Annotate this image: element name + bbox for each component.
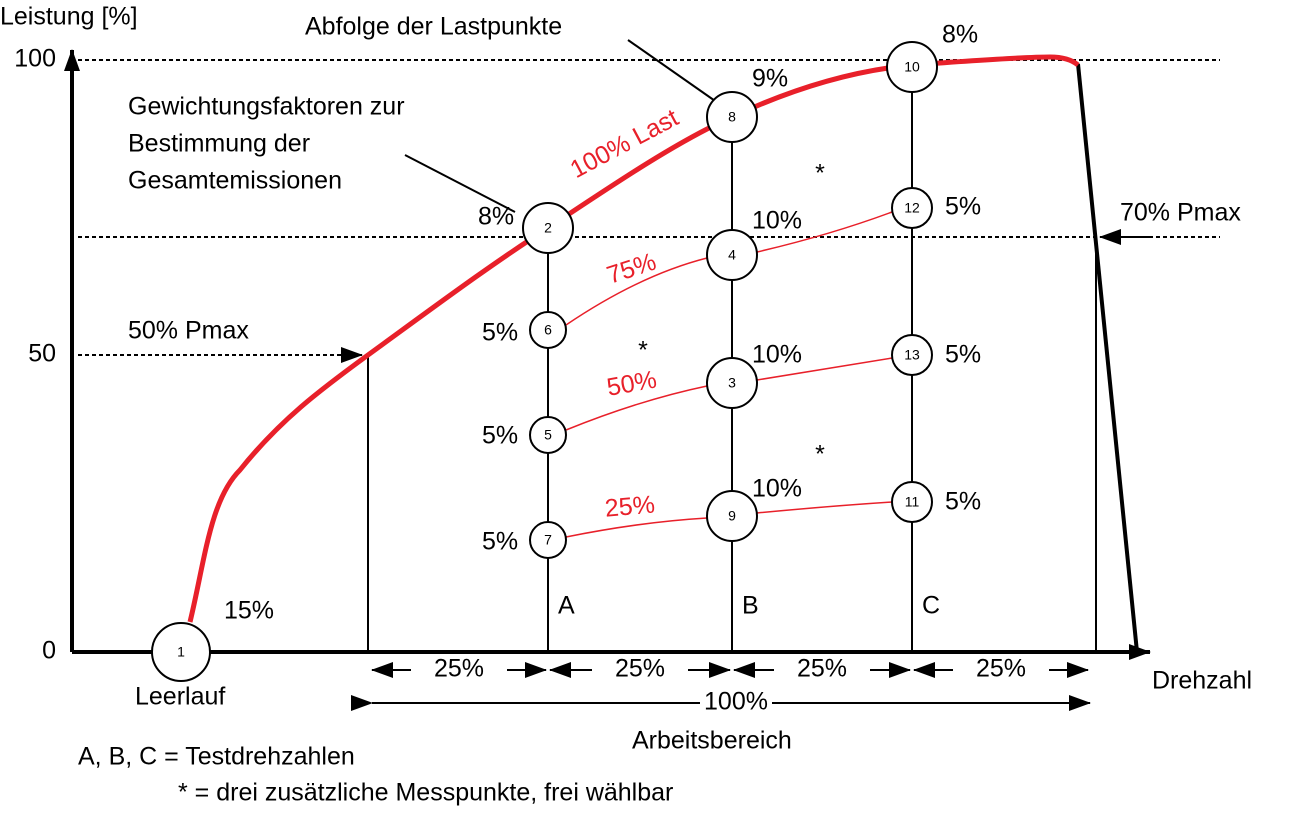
load-point — [706, 229, 758, 281]
load-point — [886, 41, 938, 93]
annotation: 70% Pmax — [1120, 199, 1241, 227]
y-tick: 100 — [14, 45, 56, 73]
weight-label: 5% — [945, 193, 981, 221]
weight-label: 8% — [942, 21, 978, 49]
load-curve — [756, 501, 893, 514]
weight-label: 10% — [752, 207, 802, 235]
leader-line — [404, 154, 516, 213]
star: * — [638, 337, 648, 365]
load-label: 50% — [605, 365, 659, 401]
load-point-label: 8 — [728, 109, 736, 125]
annotation: Leerlauf — [135, 683, 225, 711]
star: * — [815, 160, 825, 188]
load-point-label: 3 — [728, 375, 736, 391]
star: * — [815, 441, 825, 469]
load-point-label: 4 — [728, 247, 736, 263]
annotation: Gesamtemissionen — [128, 167, 342, 195]
weight-label: 5% — [482, 422, 518, 450]
speed-label: A — [558, 592, 575, 620]
load-curve — [756, 211, 893, 253]
load-curve — [565, 517, 708, 538]
weight-label: 10% — [752, 341, 802, 369]
load-label: 100% Last — [566, 104, 684, 184]
range-label: 25% — [797, 655, 847, 683]
load-point — [891, 481, 933, 523]
y-axis-label: Leistung [%] — [0, 3, 138, 31]
weight-label: 9% — [752, 65, 788, 93]
weight-label: 5% — [945, 341, 981, 369]
leader-line — [627, 39, 719, 104]
load-curve — [756, 357, 893, 381]
weight-label: 15% — [224, 597, 274, 625]
speed-label: C — [922, 592, 940, 620]
range-name: Arbeitsbereich — [632, 727, 792, 755]
load-curve — [565, 385, 708, 431]
load-point — [151, 622, 211, 682]
range-label: 25% — [976, 655, 1026, 683]
load-point-label: 9 — [728, 508, 736, 524]
annotation: Bestimmung der — [128, 130, 310, 158]
load-label: 75% — [603, 248, 659, 290]
weight-label: 5% — [482, 319, 518, 347]
full-load-curve — [187, 54, 1080, 623]
load-label: 25% — [604, 490, 656, 522]
annotation: Gewichtungsfaktoren zur — [128, 93, 405, 121]
annotation: 50% Pmax — [128, 317, 249, 345]
y-tick: 0 — [42, 637, 56, 665]
load-point — [522, 202, 574, 254]
load-point-label: 2 — [544, 220, 552, 236]
legend: * = drei zusätzliche Messpunkte, frei wä… — [178, 779, 673, 807]
annotation: Abfolge der Lastpunkte — [305, 13, 562, 41]
load-point-label: 13 — [904, 347, 920, 363]
load-point — [706, 490, 758, 542]
load-point-label: 10 — [904, 59, 920, 75]
load-point — [706, 357, 758, 409]
range-total: 100% — [704, 688, 768, 716]
load-point-label: 11 — [905, 494, 920, 510]
load-point — [529, 521, 567, 559]
load-point-label: 7 — [544, 532, 552, 548]
load-point — [529, 416, 567, 454]
legend: A, B, C = Testdrehzahlen — [78, 743, 355, 771]
weight-label: 5% — [482, 528, 518, 556]
range-label: 25% — [434, 655, 484, 683]
load-point-label: 6 — [544, 322, 552, 338]
speed-label: B — [742, 592, 759, 620]
y-tick: 50 — [28, 340, 56, 368]
load-point-label: 12 — [904, 200, 920, 216]
load-point — [706, 91, 758, 143]
x-axis-label: Drehzahl — [1152, 667, 1252, 695]
range-label: 25% — [615, 655, 665, 683]
weight-label: 5% — [945, 488, 981, 516]
load-curve — [565, 257, 708, 326]
load-point — [891, 334, 933, 376]
governor-line — [1076, 63, 1139, 653]
weight-label: 8% — [478, 203, 514, 231]
load-point — [891, 187, 933, 229]
load-point-label: 1 — [177, 644, 185, 660]
weight-label: 10% — [752, 475, 802, 503]
load-point — [529, 311, 567, 349]
label-bg — [700, 690, 772, 716]
load-point-label: 5 — [544, 427, 552, 443]
